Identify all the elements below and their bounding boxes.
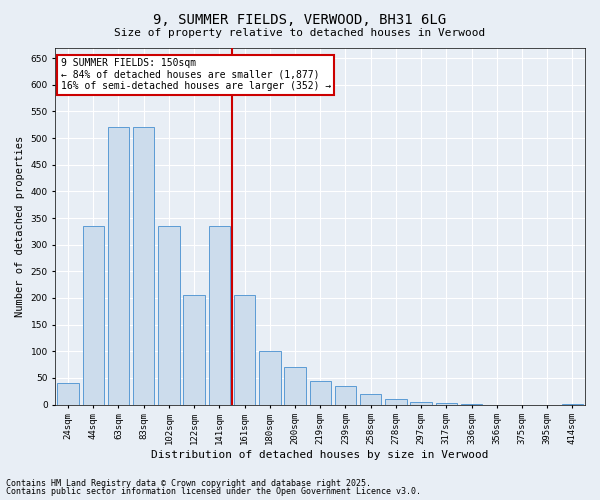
Bar	[360, 394, 382, 404]
Text: 9, SUMMER FIELDS, VERWOOD, BH31 6LG: 9, SUMMER FIELDS, VERWOOD, BH31 6LG	[154, 12, 446, 26]
X-axis label: Distribution of detached houses by size in Verwood: Distribution of detached houses by size …	[151, 450, 489, 460]
Bar	[58, 383, 79, 404]
Bar	[410, 402, 432, 404]
Bar	[335, 386, 356, 404]
Bar	[209, 226, 230, 404]
Text: Contains public sector information licensed under the Open Government Licence v3: Contains public sector information licen…	[6, 487, 421, 496]
Bar	[259, 352, 281, 405]
Bar	[385, 399, 407, 404]
Bar	[133, 128, 154, 404]
Text: Size of property relative to detached houses in Verwood: Size of property relative to detached ho…	[115, 28, 485, 38]
Text: Contains HM Land Registry data © Crown copyright and database right 2025.: Contains HM Land Registry data © Crown c…	[6, 478, 371, 488]
Bar	[284, 368, 306, 405]
Bar	[184, 296, 205, 405]
Bar	[83, 226, 104, 404]
Y-axis label: Number of detached properties: Number of detached properties	[15, 136, 25, 316]
Text: 9 SUMMER FIELDS: 150sqm
← 84% of detached houses are smaller (1,877)
16% of semi: 9 SUMMER FIELDS: 150sqm ← 84% of detache…	[61, 58, 331, 92]
Bar	[158, 226, 179, 404]
Bar	[108, 128, 129, 404]
Bar	[310, 380, 331, 404]
Bar	[234, 296, 255, 405]
